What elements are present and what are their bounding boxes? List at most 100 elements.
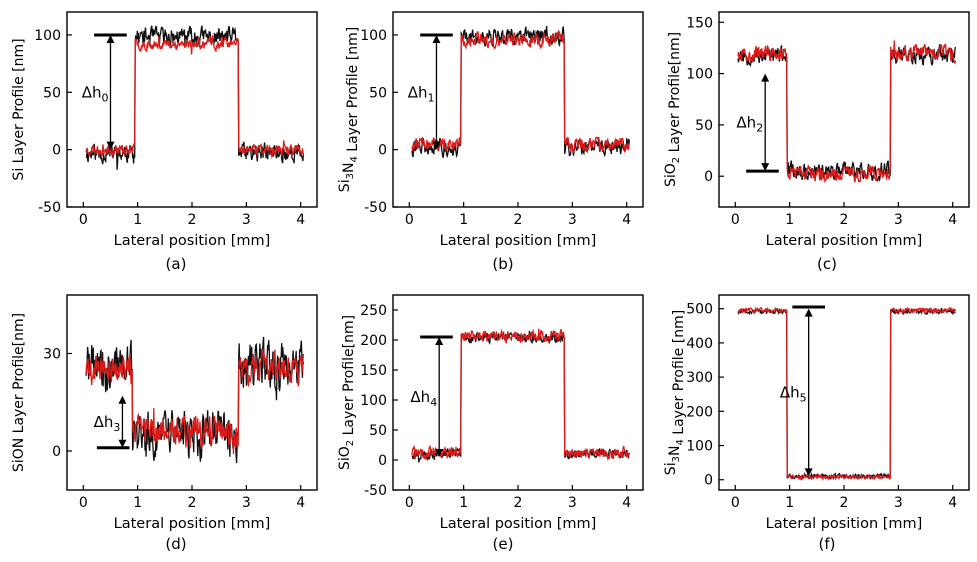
x-tick-label: 4 (622, 212, 631, 228)
x-tick-label: 2 (188, 212, 197, 228)
x-tick-label: 1 (785, 212, 794, 228)
panel-d: 0 1 2 3 4 0 30 Lateral position [mm] SiON Layer … (11, 294, 318, 553)
x-axis-label: Lateral position [mm] (440, 233, 597, 249)
panel-caption: (c) (817, 255, 837, 273)
step-height-annotation: Δh0 (82, 33, 127, 150)
x-tick-label: 3 (242, 212, 251, 228)
arrow-head-up (118, 395, 127, 404)
y-tick-label: 100 (360, 393, 387, 409)
delta-h-label: Δh4 (410, 388, 437, 409)
step-height-annotation: Δh1 (408, 33, 453, 150)
panel-f: 0 1 2 3 4 0 100 200 300 400 500 Lateral position [m… (663, 294, 970, 553)
x-tick-label: 2 (840, 495, 849, 511)
series-line-black (411, 330, 631, 463)
series-line-red (737, 306, 957, 482)
y-tick-label: 0 (52, 143, 61, 159)
arrow-head-down (432, 141, 441, 150)
x-tick-label: 2 (514, 495, 523, 511)
y-tick-label: 50 (369, 423, 387, 439)
y-tick-label: 150 (360, 363, 387, 379)
x-tick-label: 0 (731, 495, 740, 511)
y-tick-label: 100 (360, 28, 387, 44)
y-tick-label: -50 (38, 200, 61, 216)
x-axis-label: Lateral position [mm] (766, 516, 923, 532)
plot-frame (718, 11, 970, 208)
x-tick-label: 3 (568, 212, 577, 228)
y-tick-label: 300 (686, 370, 713, 386)
y-axis-label: Si3N4 Layer Profile [nm] (337, 27, 361, 192)
series-group (85, 25, 305, 170)
y-tick-label: 30 (43, 347, 61, 363)
arrow-head-up (435, 337, 444, 345)
y-tick-label: 100 (34, 28, 61, 44)
delta-h-label: Δh1 (408, 83, 435, 104)
series-group (85, 336, 305, 464)
y-axis-label: Si Layer Profile [nm] (11, 38, 27, 180)
y-tick-label: 100 (686, 439, 713, 455)
series-line-red (85, 348, 305, 455)
x-tick-label: 3 (894, 212, 903, 228)
x-tick-label: 3 (568, 495, 577, 511)
y-tick-label: 150 (686, 15, 713, 31)
series-line-red (737, 40, 957, 184)
series-line-black (85, 336, 305, 464)
arrow-head-up (804, 308, 813, 317)
arrow-head-down (435, 449, 444, 457)
y-tick-label: -50 (364, 200, 387, 216)
x-axis-label: Lateral position [mm] (114, 233, 271, 249)
series-group (411, 328, 631, 463)
panel-caption: (b) (492, 255, 513, 273)
arrow-head-down (761, 163, 770, 172)
series-line-black (737, 307, 956, 481)
plot-frame (718, 294, 970, 491)
x-tick-label: 3 (894, 495, 903, 511)
y-tick-label: 0 (704, 473, 713, 489)
series-line-red (411, 29, 631, 154)
x-tick-label: 0 (405, 495, 414, 511)
x-tick-label: 4 (948, 495, 957, 511)
x-tick-label: 1 (133, 212, 142, 228)
series-line-black (737, 43, 957, 183)
delta-h-label: Δh3 (94, 413, 121, 434)
plot-frame (392, 294, 644, 491)
series-line-red (85, 35, 305, 159)
delta-h-label: Δh5 (780, 384, 807, 405)
arrow-head-down (106, 141, 115, 150)
y-tick-label: 200 (686, 404, 713, 420)
series-line-black (411, 26, 631, 159)
y-tick-label: 0 (378, 453, 387, 469)
y-tick-label: -50 (364, 483, 387, 499)
x-tick-label: 2 (840, 212, 849, 228)
panel-caption: (f) (819, 535, 836, 553)
y-tick-label: 200 (360, 333, 387, 349)
x-tick-label: 1 (459, 495, 468, 511)
arrow-head-down (804, 468, 813, 477)
arrow-head-up (432, 34, 441, 43)
x-tick-label: 2 (188, 495, 197, 511)
x-tick-label: 3 (242, 495, 251, 511)
y-axis-label: SiO2 Layer Profile[nm] (337, 315, 357, 470)
arrow-head-down (118, 439, 127, 448)
panel-caption: (e) (493, 535, 514, 553)
plot-frame (392, 11, 644, 208)
y-tick-label: 100 (686, 67, 713, 83)
y-tick-label: 50 (695, 118, 713, 134)
arrow-head-up (761, 73, 770, 82)
y-tick-label: 0 (378, 143, 387, 159)
y-tick-label: 0 (52, 444, 61, 460)
delta-h-label: Δh0 (82, 83, 109, 104)
x-tick-label: 1 (459, 212, 468, 228)
y-tick-label: 500 (686, 302, 713, 318)
x-axis-label: Lateral position [mm] (766, 233, 923, 249)
x-tick-label: 1 (785, 495, 794, 511)
y-tick-label: 400 (686, 336, 713, 352)
y-tick-label: 50 (43, 85, 61, 101)
panel-e: 0 1 2 3 4 -50 0 50 100 150 200 250 Lateral position … (337, 294, 644, 553)
x-axis-label: Lateral position [mm] (114, 516, 271, 532)
delta-h-label: Δh2 (736, 113, 763, 134)
y-axis-label: SiO2 Layer Profile[nm] (663, 32, 683, 187)
panel-a: 0 1 2 3 4 -50 0 50 100 Lateral position [mm] Si La… (11, 11, 318, 273)
x-tick-label: 1 (133, 495, 142, 511)
step-height-annotation: Δh5 (780, 305, 825, 477)
series-group (411, 26, 631, 159)
